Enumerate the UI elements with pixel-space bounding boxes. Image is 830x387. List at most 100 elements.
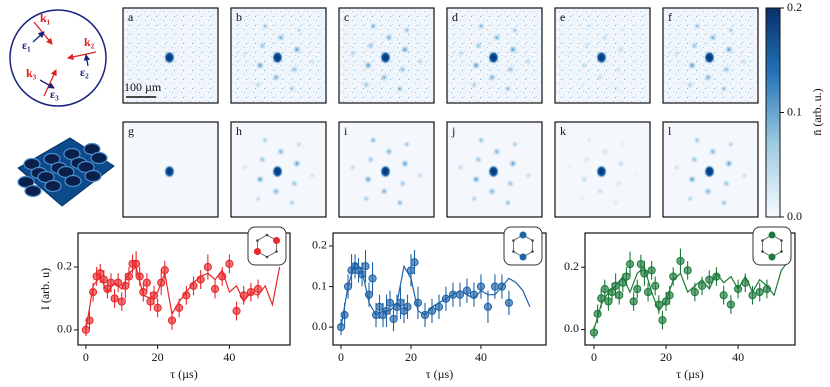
data-point — [712, 272, 721, 281]
diagram-label: k₁ — [40, 11, 51, 25]
data-point — [218, 272, 227, 281]
central-spot — [596, 165, 607, 178]
data-point — [597, 294, 606, 303]
diffraction-spot — [362, 194, 371, 203]
data-point — [121, 281, 130, 290]
diffraction-spot — [395, 84, 404, 93]
lattice-well — [44, 179, 62, 193]
diffraction-spot — [276, 33, 286, 43]
data-point — [135, 272, 144, 281]
diffraction-spot — [579, 60, 589, 70]
image-panel: i — [338, 121, 435, 218]
colorbar-tick-label: 0.2 — [787, 0, 802, 14]
diffraction-spot — [363, 174, 373, 184]
diffraction-spot — [578, 194, 587, 203]
data-point — [705, 275, 714, 284]
diffraction-spot — [240, 163, 249, 172]
diffraction-spot — [258, 154, 268, 164]
data-point — [403, 302, 412, 311]
plot-area — [332, 232, 547, 346]
diffraction-spot — [724, 45, 734, 55]
inset-dot — [512, 239, 515, 242]
arrow — [32, 31, 45, 43]
inset-icon — [503, 226, 543, 266]
diffraction-spot — [261, 22, 270, 31]
arrow — [83, 53, 91, 67]
panel-frame — [446, 121, 543, 218]
data-point — [103, 284, 112, 294]
data-point — [469, 290, 479, 299]
data-point — [88, 288, 98, 297]
image-panel: g — [122, 121, 219, 218]
diffraction-spot — [611, 198, 620, 207]
x-tick-label: 20 — [660, 350, 672, 364]
inset-dot — [780, 250, 783, 253]
diffraction-spot — [618, 140, 627, 149]
data-point — [427, 306, 437, 316]
data-point — [142, 278, 151, 287]
arrow — [39, 79, 55, 89]
x-tick-label: 0 — [591, 350, 597, 364]
diffraction-spot — [492, 147, 502, 157]
data-point — [196, 275, 205, 284]
data-point — [160, 266, 169, 275]
panel-label: k — [560, 124, 566, 138]
data-point — [189, 281, 198, 290]
data-point — [448, 290, 458, 299]
central-spot — [164, 165, 175, 178]
diffraction-spot — [402, 140, 411, 149]
panel-frame — [554, 121, 651, 218]
x-axis-label: τ (µs) — [426, 367, 453, 381]
diffraction-spot — [369, 22, 378, 31]
data-point — [633, 284, 642, 294]
data-point — [375, 302, 384, 311]
data-point — [741, 278, 750, 287]
diffraction-spot — [740, 57, 749, 66]
x-tick-label: 40 — [732, 350, 744, 364]
y-tick-label: 0.2 — [564, 259, 579, 273]
diffraction-spot — [258, 40, 268, 50]
diffraction-spot — [740, 171, 749, 180]
data-point — [413, 298, 423, 307]
diffraction-spot — [254, 194, 263, 203]
colorbar-tick-label: 0.1 — [787, 104, 802, 118]
data-point — [124, 272, 134, 281]
data-point — [625, 260, 635, 269]
data-point — [593, 309, 602, 318]
panel-frame — [338, 7, 435, 104]
panel-label: g — [128, 124, 134, 138]
data-point — [604, 297, 613, 306]
diffraction-spot — [384, 147, 394, 157]
data-point — [371, 310, 381, 320]
data-point — [210, 284, 220, 294]
diffraction-spot — [254, 80, 263, 89]
inset-dot — [531, 250, 534, 253]
x-tick-label: 20 — [152, 350, 164, 364]
diffraction-spot — [255, 174, 265, 184]
diffraction-spot — [348, 163, 357, 172]
plot-area — [584, 232, 796, 346]
inset-dot — [265, 255, 269, 259]
diffraction-spot — [369, 136, 378, 145]
panel-label: d — [452, 10, 458, 24]
data-point — [490, 282, 500, 291]
data-point — [96, 269, 105, 278]
diffraction-spot — [308, 171, 317, 180]
data-point — [661, 297, 671, 306]
diffraction-spot — [456, 49, 465, 58]
central-spot — [704, 51, 715, 64]
diffraction-spot — [690, 154, 700, 164]
diffraction-spot — [616, 45, 626, 55]
lattice-well — [90, 151, 108, 165]
diffraction-spot — [276, 147, 286, 157]
data-point — [139, 288, 148, 297]
data-point — [361, 262, 370, 271]
data-point — [106, 278, 116, 287]
data-point — [455, 290, 465, 299]
diffraction-spot — [510, 140, 519, 149]
diffraction-spot — [292, 45, 302, 55]
diffraction-spot — [505, 65, 515, 75]
central-spot — [380, 165, 391, 178]
data-point — [654, 300, 663, 309]
